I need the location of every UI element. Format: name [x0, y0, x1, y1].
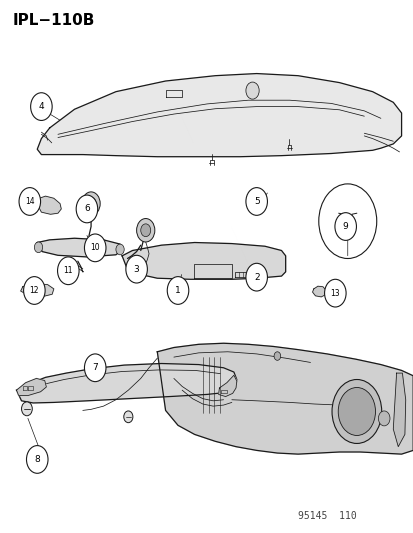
Polygon shape — [122, 243, 285, 279]
Circle shape — [140, 224, 150, 237]
Circle shape — [318, 184, 376, 259]
Circle shape — [76, 195, 97, 223]
Text: 10: 10 — [90, 244, 100, 252]
Text: 7: 7 — [92, 364, 98, 372]
Text: IPL−110B: IPL−110B — [12, 13, 95, 28]
Text: 6: 6 — [84, 205, 90, 213]
Circle shape — [26, 446, 48, 473]
Polygon shape — [37, 74, 401, 157]
Text: 5: 5 — [253, 197, 259, 206]
Polygon shape — [21, 284, 54, 296]
Circle shape — [84, 234, 106, 262]
Polygon shape — [38, 196, 61, 214]
Circle shape — [86, 197, 96, 210]
Polygon shape — [341, 222, 353, 228]
Circle shape — [324, 279, 345, 307]
Circle shape — [136, 219, 154, 242]
Polygon shape — [312, 286, 325, 297]
Text: 4: 4 — [38, 102, 44, 111]
Circle shape — [82, 192, 100, 215]
Circle shape — [273, 352, 280, 360]
Circle shape — [331, 379, 381, 443]
Circle shape — [31, 93, 52, 120]
Circle shape — [377, 411, 389, 426]
Circle shape — [116, 244, 124, 255]
Circle shape — [24, 277, 45, 304]
Text: 12: 12 — [30, 286, 39, 295]
Circle shape — [337, 387, 375, 435]
Text: 11: 11 — [64, 266, 73, 275]
Circle shape — [84, 354, 106, 382]
Polygon shape — [17, 378, 46, 395]
Circle shape — [245, 82, 259, 99]
Text: 9: 9 — [342, 222, 348, 231]
Text: 3: 3 — [133, 265, 139, 273]
Circle shape — [123, 411, 133, 423]
Polygon shape — [392, 373, 405, 447]
Text: 1: 1 — [175, 286, 180, 295]
Text: 13: 13 — [330, 289, 339, 297]
Circle shape — [34, 242, 43, 253]
Text: 14: 14 — [25, 197, 35, 206]
Circle shape — [334, 213, 356, 240]
Polygon shape — [17, 364, 236, 403]
Polygon shape — [157, 343, 412, 454]
Text: 95145  110: 95145 110 — [297, 511, 356, 521]
Circle shape — [19, 188, 40, 215]
Circle shape — [167, 277, 188, 304]
Circle shape — [126, 255, 147, 283]
Polygon shape — [37, 238, 122, 257]
Circle shape — [21, 402, 32, 416]
Circle shape — [57, 257, 79, 285]
Text: 8: 8 — [34, 455, 40, 464]
Circle shape — [245, 263, 267, 291]
Text: 2: 2 — [253, 273, 259, 281]
Circle shape — [245, 188, 267, 215]
Polygon shape — [218, 375, 236, 397]
